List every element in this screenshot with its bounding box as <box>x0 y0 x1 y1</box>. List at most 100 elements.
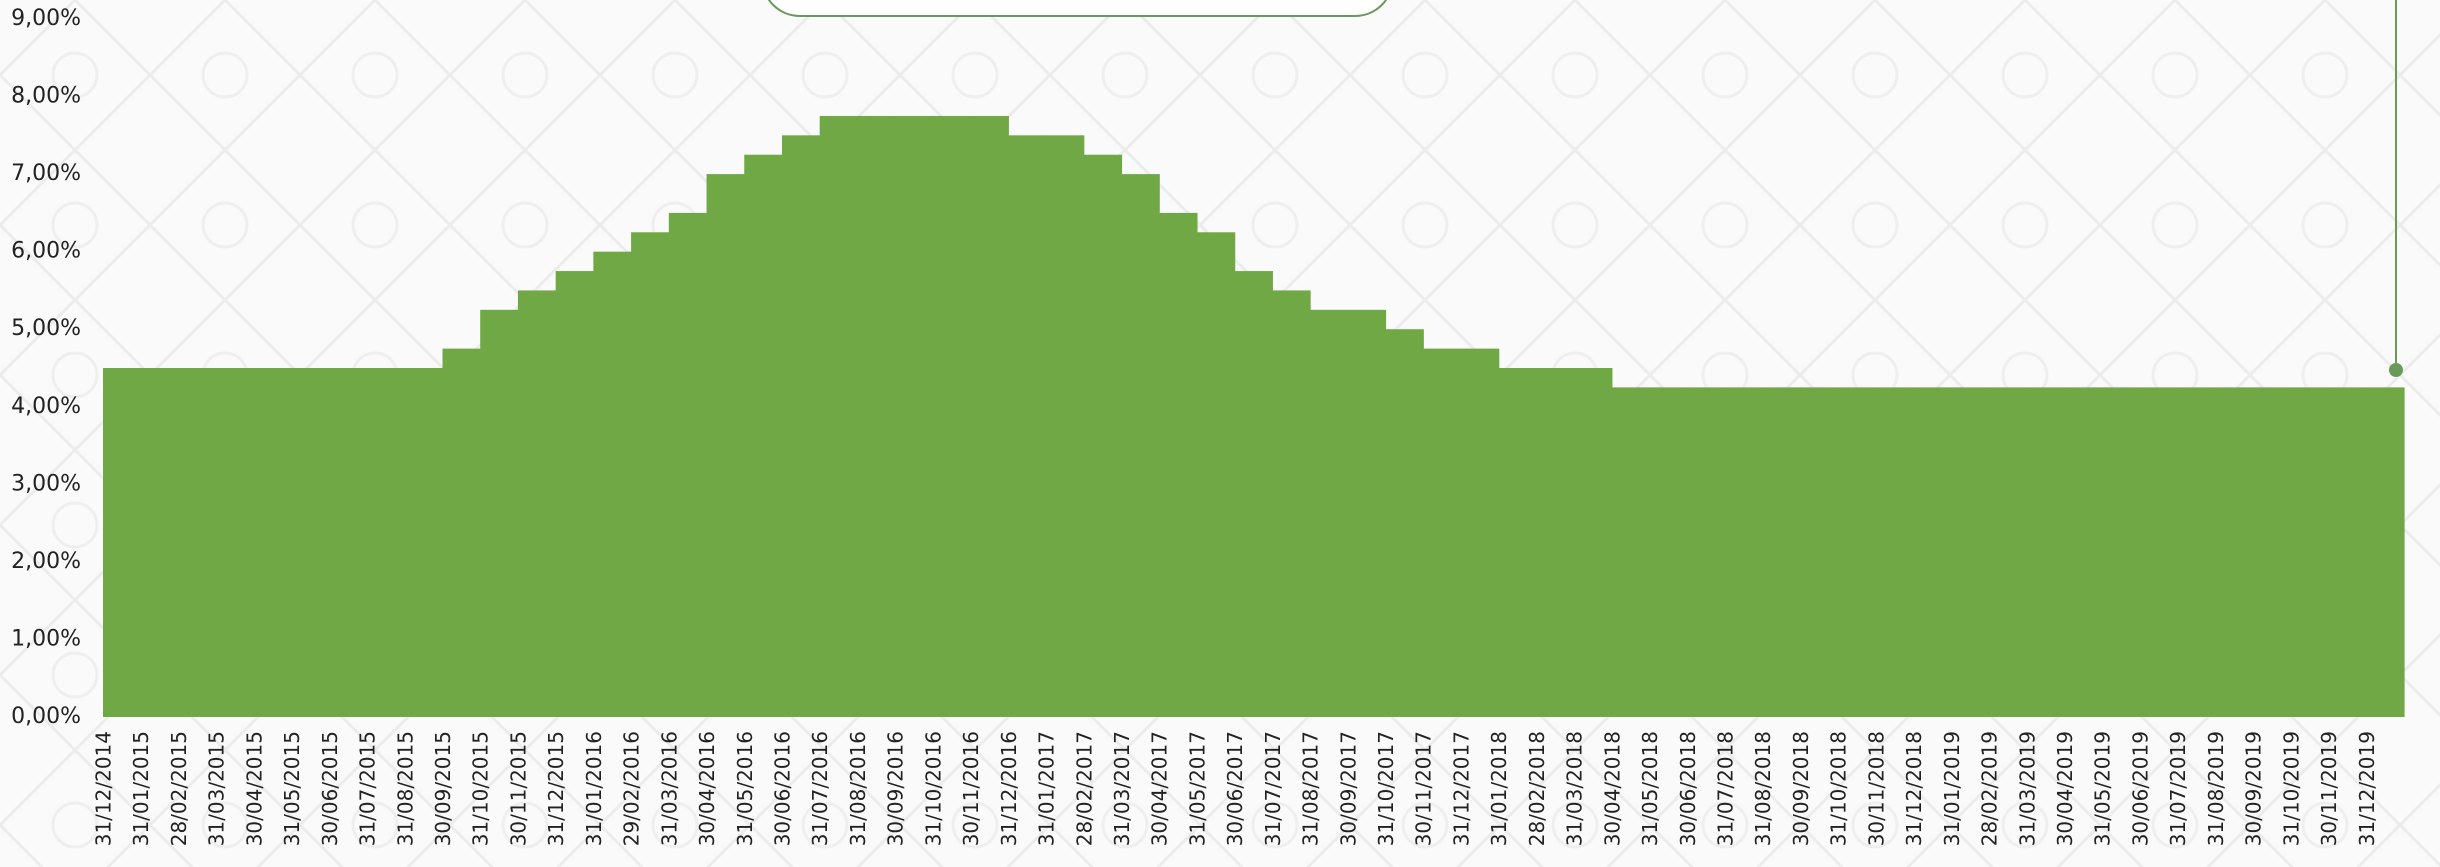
area-step <box>1913 387 1952 717</box>
area-step <box>1989 387 2028 717</box>
area-step <box>2177 387 2216 717</box>
x-tick-label: 31/07/2019 <box>2166 731 2190 846</box>
area-step <box>1536 368 1575 717</box>
area-step <box>1083 154 1123 717</box>
x-tick-label: 31/01/2015 <box>129 731 153 846</box>
area-step <box>2026 387 2066 717</box>
area-step <box>1951 387 1990 717</box>
x-tick-label: 31/01/2019 <box>1940 731 1964 846</box>
y-tick-label: 1,00% <box>11 626 81 651</box>
x-tick-label: 31/12/2014 <box>92 731 116 846</box>
area-step <box>1762 387 1802 717</box>
area-step <box>744 154 783 717</box>
area-step <box>216 368 255 717</box>
x-tick-label: 30/11/2018 <box>1864 731 1888 846</box>
area-step <box>2064 387 2103 717</box>
x-tick-label: 28/02/2018 <box>1525 731 1549 846</box>
x-tick-label: 30/11/2017 <box>1412 731 1436 846</box>
area-step <box>1649 387 1688 717</box>
y-tick-label: 9,00% <box>11 6 81 31</box>
y-tick-label: 8,00% <box>11 84 81 109</box>
x-tick-label: 30/09/2017 <box>1336 731 1360 846</box>
x-tick-label: 31/05/2015 <box>280 731 304 846</box>
area-step <box>819 115 859 717</box>
x-tick-label: 31/03/2017 <box>1110 731 1134 846</box>
x-tick-label: 28/02/2019 <box>1978 731 2002 846</box>
x-tick-label: 30/09/2018 <box>1789 731 1813 846</box>
area-step <box>593 251 632 717</box>
x-tick-label: 30/04/2015 <box>242 731 266 846</box>
x-tick-label: 31/08/2017 <box>1299 731 1323 846</box>
x-tick-label: 30/04/2018 <box>1600 731 1624 846</box>
area-step <box>1611 387 1651 717</box>
area-step <box>1498 368 1538 717</box>
area-step <box>631 232 670 717</box>
area-step <box>2102 387 2141 717</box>
area-step <box>857 115 896 717</box>
area-step <box>1460 348 1500 717</box>
x-tick-label: 31/10/2017 <box>1374 731 1398 846</box>
area-step <box>253 368 293 717</box>
x-tick-label: 31/05/2019 <box>2091 731 2115 846</box>
x-tick-label: 31/05/2016 <box>733 731 757 846</box>
area-step <box>932 115 972 717</box>
y-tick-label: 6,00% <box>11 239 81 264</box>
x-tick-label: 30/11/2015 <box>506 731 530 846</box>
area-step <box>1725 387 1764 717</box>
x-tick-label: 31/01/2016 <box>582 731 606 846</box>
area-step <box>1121 174 1160 718</box>
y-tick-label: 2,00% <box>11 549 81 574</box>
area-step <box>367 368 406 717</box>
area-step <box>1423 348 1462 717</box>
area-step <box>2366 387 2405 717</box>
x-tick-label: 31/03/2016 <box>657 731 681 846</box>
x-tick-label: 31/12/2019 <box>2355 731 2379 846</box>
x-tick-label: 30/06/2019 <box>2128 731 2152 846</box>
x-tick-label: 30/06/2017 <box>1223 731 1247 846</box>
x-tick-label: 31/07/2015 <box>356 731 380 846</box>
area-step <box>2328 387 2367 717</box>
x-tick-label: 31/12/2018 <box>1902 731 1926 846</box>
x-tick-label: 31/03/2018 <box>1563 731 1587 846</box>
area-step <box>1347 309 1387 717</box>
x-tick-label: 31/03/2015 <box>205 731 229 846</box>
area-step <box>291 368 330 717</box>
x-tick-label: 30/04/2017 <box>1148 731 1172 846</box>
x-tick-label: 30/11/2019 <box>2317 731 2341 846</box>
area-step <box>442 348 481 717</box>
x-tick-label: 30/09/2015 <box>431 731 455 846</box>
x-tick-label: 30/06/2018 <box>1676 731 1700 846</box>
x-tick-label: 31/10/2015 <box>469 731 493 846</box>
y-tick-label: 0,00% <box>11 704 81 729</box>
area-step <box>1046 135 1085 718</box>
area-step <box>329 368 368 717</box>
x-tick-label: 28/02/2015 <box>167 731 191 846</box>
x-tick-label: 30/06/2016 <box>770 731 794 846</box>
area-step <box>781 135 821 718</box>
x-tick-label: 31/07/2016 <box>808 731 832 846</box>
area-step <box>103 368 142 717</box>
area-step <box>2253 387 2292 717</box>
area-step <box>2139 387 2179 717</box>
x-tick-label: 31/01/2017 <box>1035 731 1059 846</box>
area-step <box>1838 387 1877 717</box>
area-step <box>895 115 934 717</box>
x-tick-label: 31/08/2016 <box>846 731 870 846</box>
x-tick-label: 31/10/2019 <box>2279 731 2303 846</box>
x-tick-label: 30/09/2019 <box>2242 731 2266 846</box>
area-step <box>480 309 519 717</box>
area-step <box>668 212 708 717</box>
area-step <box>1008 135 1047 718</box>
area-step <box>1234 271 1273 717</box>
area-step <box>140 368 180 717</box>
y-tick-label: 5,00% <box>11 316 81 341</box>
x-tick-label: 28/02/2017 <box>1072 731 1096 846</box>
area-step <box>1272 290 1311 717</box>
x-tick-label: 30/04/2016 <box>695 731 719 846</box>
y-tick-label: 7,00% <box>11 161 81 186</box>
x-tick-label: 31/03/2019 <box>2015 731 2039 846</box>
x-tick-label: 31/05/2017 <box>1185 731 1209 846</box>
x-tick-label: 29/02/2016 <box>620 731 644 846</box>
area-step <box>1159 212 1198 717</box>
callout-dot <box>2389 363 2403 377</box>
